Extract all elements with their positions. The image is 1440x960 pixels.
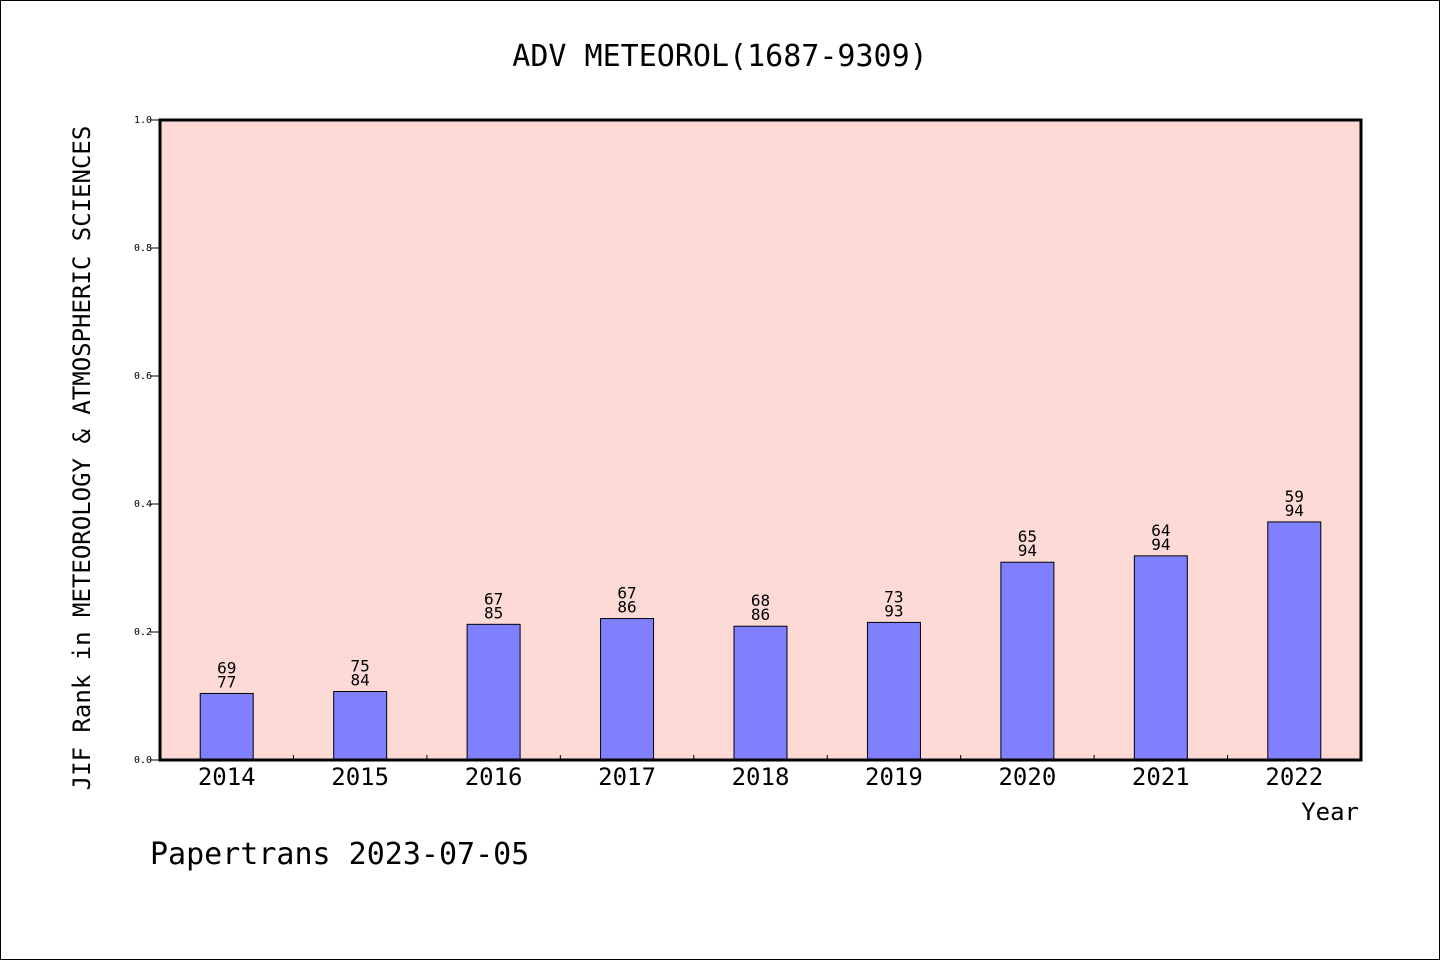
chart-title: ADV METEOROL(1687-9309) — [512, 39, 927, 74]
bar-rank-label: 73 — [884, 587, 903, 606]
y-tick-label: 0.2 — [134, 627, 152, 638]
y-tick-label: 0.0 — [134, 755, 152, 766]
bar-total-label: 77 — [217, 672, 236, 691]
bar-2014 — [199, 692, 254, 761]
bar-rank-label: 64 — [1151, 521, 1170, 540]
bar-rank-label: 65 — [1018, 527, 1037, 546]
bar-total-label: 94 — [1018, 541, 1037, 560]
x-tick-label: 2021 — [1132, 763, 1190, 791]
bar-2017 — [600, 618, 655, 761]
x-tick-label: 2015 — [331, 763, 389, 791]
bar-total-label: 94 — [1151, 535, 1170, 554]
bar-2015 — [333, 691, 388, 761]
plot-border — [158, 118, 1363, 762]
bar-rank-label: 75 — [351, 657, 370, 676]
bar-rank-label: 69 — [217, 658, 236, 677]
bars — [199, 521, 1322, 761]
bar-total-label: 93 — [884, 601, 903, 620]
x-tick-label: 2017 — [598, 763, 656, 791]
y-tick-label: 0.6 — [134, 371, 152, 382]
bar-2020 — [1000, 561, 1055, 761]
bar-total-label: 86 — [751, 605, 770, 624]
x-tick-label: 2019 — [865, 763, 923, 791]
x-tick-label: 2014 — [198, 763, 256, 791]
bar-2021 — [1133, 555, 1188, 761]
x-axis-ticks: 2014 2015 2016 2017 2018 2019 2020 2021 2022 — [198, 755, 1323, 791]
bar-rank-label: 68 — [751, 591, 770, 610]
bar-2018 — [733, 625, 788, 761]
x-tick-label: 2018 — [732, 763, 790, 791]
bar-rank-label: 67 — [484, 589, 503, 608]
x-tick-label: 2016 — [465, 763, 523, 791]
y-tick-label: 0.4 — [134, 499, 152, 510]
bar-2019 — [866, 621, 921, 761]
bar-rank-label: 59 — [1285, 487, 1304, 506]
bar-total-label: 84 — [351, 671, 370, 690]
footer-text: Papertrans 2023-07-05 — [150, 837, 529, 872]
y-axis-ticks: 0.0 0.2 0.4 0.6 0.8 1.0 — [134, 115, 160, 766]
y-tick-label: 1.0 — [134, 115, 152, 126]
y-axis-label: JIF Rank in METEOROLOGY & ATMOSPHERIC SC… — [68, 126, 96, 791]
bar-2022 — [1267, 521, 1322, 761]
bar-total-label: 85 — [484, 603, 503, 622]
x-tick-label: 2020 — [998, 763, 1056, 791]
x-tick-label: 2022 — [1265, 763, 1323, 791]
bar-2016 — [466, 623, 521, 761]
x-axis-label: Year — [1301, 798, 1359, 826]
bar-total-label: 94 — [1285, 501, 1304, 520]
y-tick-label: 0.8 — [134, 243, 152, 254]
bar-rank-label: 67 — [617, 584, 636, 603]
bar-total-label: 86 — [617, 598, 636, 617]
